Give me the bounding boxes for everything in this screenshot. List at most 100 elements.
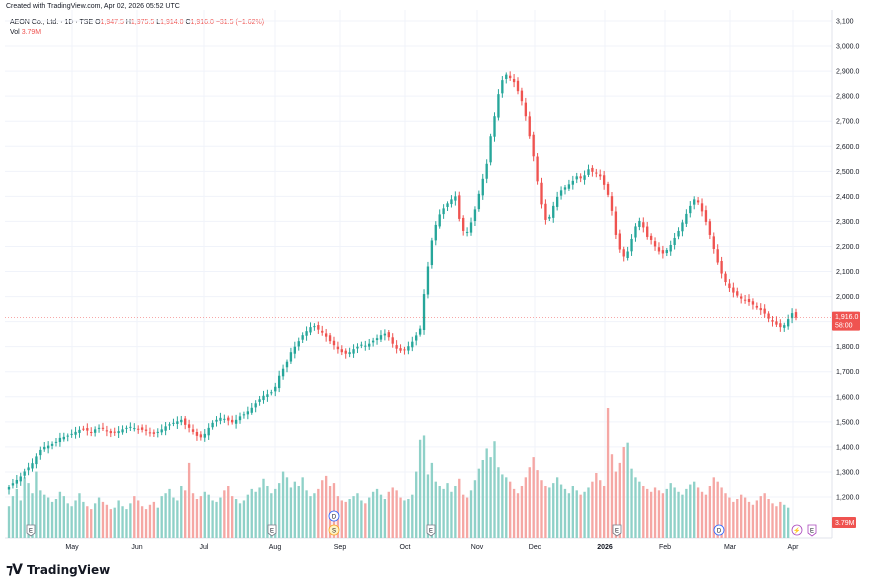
event-marker-earnings[interactable]: E	[807, 524, 817, 537]
dividend-icon	[713, 524, 725, 536]
volume-bar	[105, 504, 109, 538]
volume-label[interactable]: Vol	[10, 29, 20, 36]
event-marker-news[interactable]: ⚡	[791, 524, 803, 536]
candle-body	[11, 483, 15, 486]
news-icon	[791, 524, 803, 536]
event-marker-dividend[interactable]: D	[328, 510, 340, 522]
candle	[62, 432, 65, 442]
volume-bar	[160, 496, 163, 538]
event-marker-earnings[interactable]: E	[612, 524, 622, 537]
volume-bar	[595, 473, 598, 538]
candle	[46, 441, 50, 454]
candle	[567, 179, 571, 191]
candle-body	[274, 386, 277, 392]
candle-body	[700, 203, 704, 212]
candle	[661, 245, 665, 259]
y-tick-label: 2,800.0	[836, 94, 859, 101]
last-price-value: 1,916.0	[835, 314, 858, 321]
event-marker-earnings[interactable]: E	[26, 524, 36, 537]
volume-bar	[180, 486, 183, 538]
candle	[552, 201, 555, 223]
x-tick-label: Apr	[788, 544, 800, 551]
candle-body	[336, 346, 340, 350]
dividend-icon	[328, 510, 340, 522]
candle	[626, 246, 629, 261]
volume-bar	[689, 484, 692, 538]
candle-body	[332, 340, 336, 346]
volume-bar	[446, 483, 449, 538]
candle	[783, 322, 786, 332]
volume-bar	[176, 500, 179, 538]
volume-bar	[704, 494, 708, 538]
candle-body	[340, 349, 343, 353]
volume-bar	[626, 442, 629, 538]
candle-body	[708, 221, 712, 235]
candle-body	[368, 343, 371, 347]
candle	[152, 429, 156, 438]
candle-body	[618, 233, 621, 250]
candle	[458, 191, 461, 222]
candle	[497, 89, 500, 121]
candle-body	[411, 341, 414, 348]
candle	[336, 341, 340, 354]
candle-body	[391, 337, 394, 344]
candle	[66, 433, 69, 442]
candle-body	[207, 427, 210, 436]
volume-bar	[497, 467, 500, 538]
candle-body	[324, 333, 328, 337]
candle-body	[634, 226, 637, 238]
y-tick-label: 3,000.0	[836, 44, 859, 51]
volume-bar	[203, 491, 206, 538]
volume-bar	[375, 488, 379, 538]
candle	[285, 359, 289, 373]
volume-bar	[305, 490, 308, 538]
candle-body	[344, 350, 347, 354]
volume-bar	[508, 481, 512, 538]
candle-body	[454, 196, 457, 201]
candle-body	[117, 431, 120, 434]
earnings-icon	[26, 524, 36, 537]
candle-body	[219, 417, 222, 421]
candle-body	[105, 430, 109, 432]
candle	[583, 170, 586, 185]
volume-bar	[563, 488, 567, 538]
candle-body	[309, 327, 312, 333]
volume-bar	[129, 503, 132, 538]
volume-bar	[93, 503, 97, 538]
candle	[418, 325, 422, 337]
candle	[321, 325, 324, 336]
candle-body	[403, 349, 406, 351]
candle	[39, 446, 42, 460]
volume-bar	[11, 496, 15, 538]
candle	[536, 153, 539, 185]
candle-body	[563, 187, 567, 190]
volume-bar	[254, 491, 257, 538]
volume-bar	[317, 488, 320, 538]
candle	[97, 424, 101, 433]
candle-body	[704, 210, 708, 222]
event-marker-split[interactable]: S	[328, 524, 340, 536]
event-marker-earnings[interactable]: E	[267, 524, 277, 537]
event-symbol: D	[332, 515, 337, 521]
candle	[148, 427, 152, 437]
candle-body	[297, 341, 300, 347]
volume-bar	[516, 493, 520, 538]
candle	[555, 191, 559, 211]
candle-body	[728, 283, 731, 289]
volume-bar	[407, 499, 410, 538]
event-marker-earnings[interactable]: E	[426, 524, 436, 537]
last-price-label: 1,916.0 58:00	[832, 311, 860, 331]
candle	[493, 112, 496, 142]
candle-body	[317, 325, 320, 330]
volume-bar	[270, 493, 273, 538]
candle	[184, 415, 187, 430]
candle-body	[180, 419, 183, 423]
candle-body	[250, 407, 253, 413]
candle-body	[383, 333, 387, 336]
candle-body	[524, 102, 528, 117]
event-marker-dividend[interactable]: D	[713, 524, 725, 536]
symbol-label[interactable]: AEON Co., Ltd. · 1D · TSE	[10, 19, 94, 26]
candle-body	[794, 312, 798, 318]
candle-body	[74, 431, 77, 435]
